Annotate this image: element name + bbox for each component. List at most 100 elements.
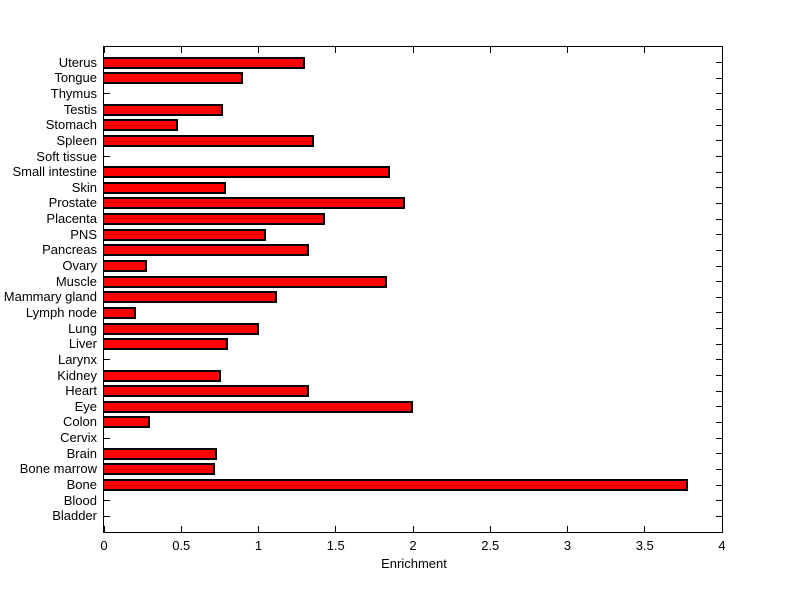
x-tick-label: 2.5: [481, 538, 500, 553]
y-tick-label: Stomach: [45, 117, 97, 133]
y-tick-label: Soft tissue: [36, 148, 97, 164]
y-tick-mark-right: [716, 468, 722, 470]
y-tick-mark-right: [716, 515, 722, 517]
x-tick-mark-top: [644, 47, 646, 53]
y-tick-label: Thymus: [50, 85, 97, 101]
y-tick-mark-left: [104, 437, 110, 439]
y-tick-label: Bone marrow: [19, 461, 97, 477]
x-tick-mark-bottom: [103, 526, 105, 532]
y-tick-label: Liver: [68, 336, 97, 352]
x-tick-mark-bottom: [258, 526, 259, 532]
x-tick-mark-top: [721, 47, 723, 53]
x-tick-label: 1: [254, 538, 263, 553]
y-tick-mark-right: [716, 375, 722, 377]
x-tick-mark-top: [335, 47, 337, 53]
y-tick-mark-right: [716, 156, 722, 158]
y-tick-mark-right: [716, 312, 722, 314]
x-tick-label: 1.5: [326, 538, 345, 553]
y-tick-label: Spleen: [56, 132, 97, 148]
y-tick-label: Mammary gland: [3, 289, 97, 305]
bar: [104, 463, 216, 476]
bar: [104, 291, 278, 304]
x-tick-mark-bottom: [489, 526, 491, 532]
y-tick-mark-left: [104, 359, 110, 361]
y-tick-mark-right: [716, 109, 722, 111]
y-tick-mark-right: [716, 406, 722, 408]
y-tick-label: Blood: [63, 492, 97, 508]
bar: [104, 306, 137, 319]
y-tick-mark-left: [104, 500, 110, 502]
bar: [104, 228, 267, 241]
x-tick-mark-bottom: [567, 526, 568, 532]
bar: [104, 166, 390, 179]
y-tick-mark-right: [716, 296, 722, 298]
y-tick-label: Testis: [63, 101, 97, 117]
y-tick-mark-right: [716, 77, 722, 79]
y-tick-mark-right: [716, 328, 722, 330]
y-tick-label: Placenta: [46, 211, 97, 227]
y-tick-mark-right: [716, 390, 722, 392]
bar: [104, 181, 227, 194]
y-tick-mark-right: [716, 500, 722, 502]
y-tick-mark-right: [716, 359, 722, 361]
y-tick-mark-right: [716, 124, 722, 126]
x-tick-label: 4: [718, 538, 726, 553]
y-tick-mark-right: [716, 93, 722, 95]
y-tick-label: Bladder: [52, 508, 97, 524]
y-tick-mark-right: [716, 62, 722, 64]
x-tick-label: 0.5: [172, 538, 191, 553]
bar: [104, 244, 310, 257]
x-tick-mark-top: [567, 47, 568, 53]
y-tick-mark-right: [716, 437, 722, 439]
y-tick-label: Uterus: [58, 54, 97, 70]
x-tick-mark-bottom: [335, 526, 337, 532]
bar: [104, 416, 151, 429]
y-tick-mark-right: [716, 171, 722, 173]
y-tick-mark-right: [716, 484, 722, 486]
bar: [104, 103, 223, 116]
y-tick-label: Brain: [66, 445, 97, 461]
x-tick-mark-bottom: [180, 526, 182, 532]
y-tick-mark-right: [716, 234, 722, 236]
y-tick-label: Tongue: [54, 70, 97, 86]
x-tick-mark-top: [180, 47, 182, 53]
bar: [104, 447, 217, 460]
bar: [104, 134, 315, 147]
y-tick-label: Muscle: [55, 273, 97, 289]
y-tick-label: Bone: [66, 477, 97, 493]
x-tick-label: 0: [100, 538, 108, 553]
y-tick-label: Heart: [65, 383, 97, 399]
y-tick-label: Kidney: [57, 367, 97, 383]
bar: [104, 260, 148, 273]
y-tick-label: Ovary: [62, 258, 97, 274]
x-tick-mark-top: [412, 47, 414, 53]
y-tick-mark-right: [716, 265, 722, 267]
y-tick-mark-right: [716, 218, 722, 220]
bar: [104, 338, 228, 351]
x-tick-mark-top: [103, 47, 105, 53]
y-tick-mark-right: [716, 281, 722, 283]
y-tick-label: Cervix: [60, 430, 97, 446]
plot-area: [103, 46, 723, 533]
y-tick-label: Skin: [71, 179, 97, 195]
x-tick-mark-bottom: [721, 526, 723, 532]
y-tick-mark-right: [716, 140, 722, 142]
y-tick-mark-right: [716, 453, 722, 455]
bar: [104, 197, 406, 210]
x-axis-title: Enrichment: [381, 556, 447, 571]
y-tick-label: Lymph node: [25, 304, 97, 320]
y-tick-label: Colon: [63, 414, 97, 430]
bar: [104, 322, 259, 335]
y-tick-mark-left: [104, 156, 110, 158]
y-tick-label: Pancreas: [42, 242, 97, 258]
bar: [104, 72, 244, 85]
bar: [104, 56, 305, 69]
bar: [104, 119, 179, 132]
y-tick-label: Larynx: [57, 351, 97, 367]
y-tick-mark-right: [716, 187, 722, 189]
bar: [104, 369, 222, 382]
bar: [104, 213, 325, 226]
y-tick-label: Small intestine: [12, 164, 97, 180]
y-tick-label: Lung: [68, 320, 97, 336]
